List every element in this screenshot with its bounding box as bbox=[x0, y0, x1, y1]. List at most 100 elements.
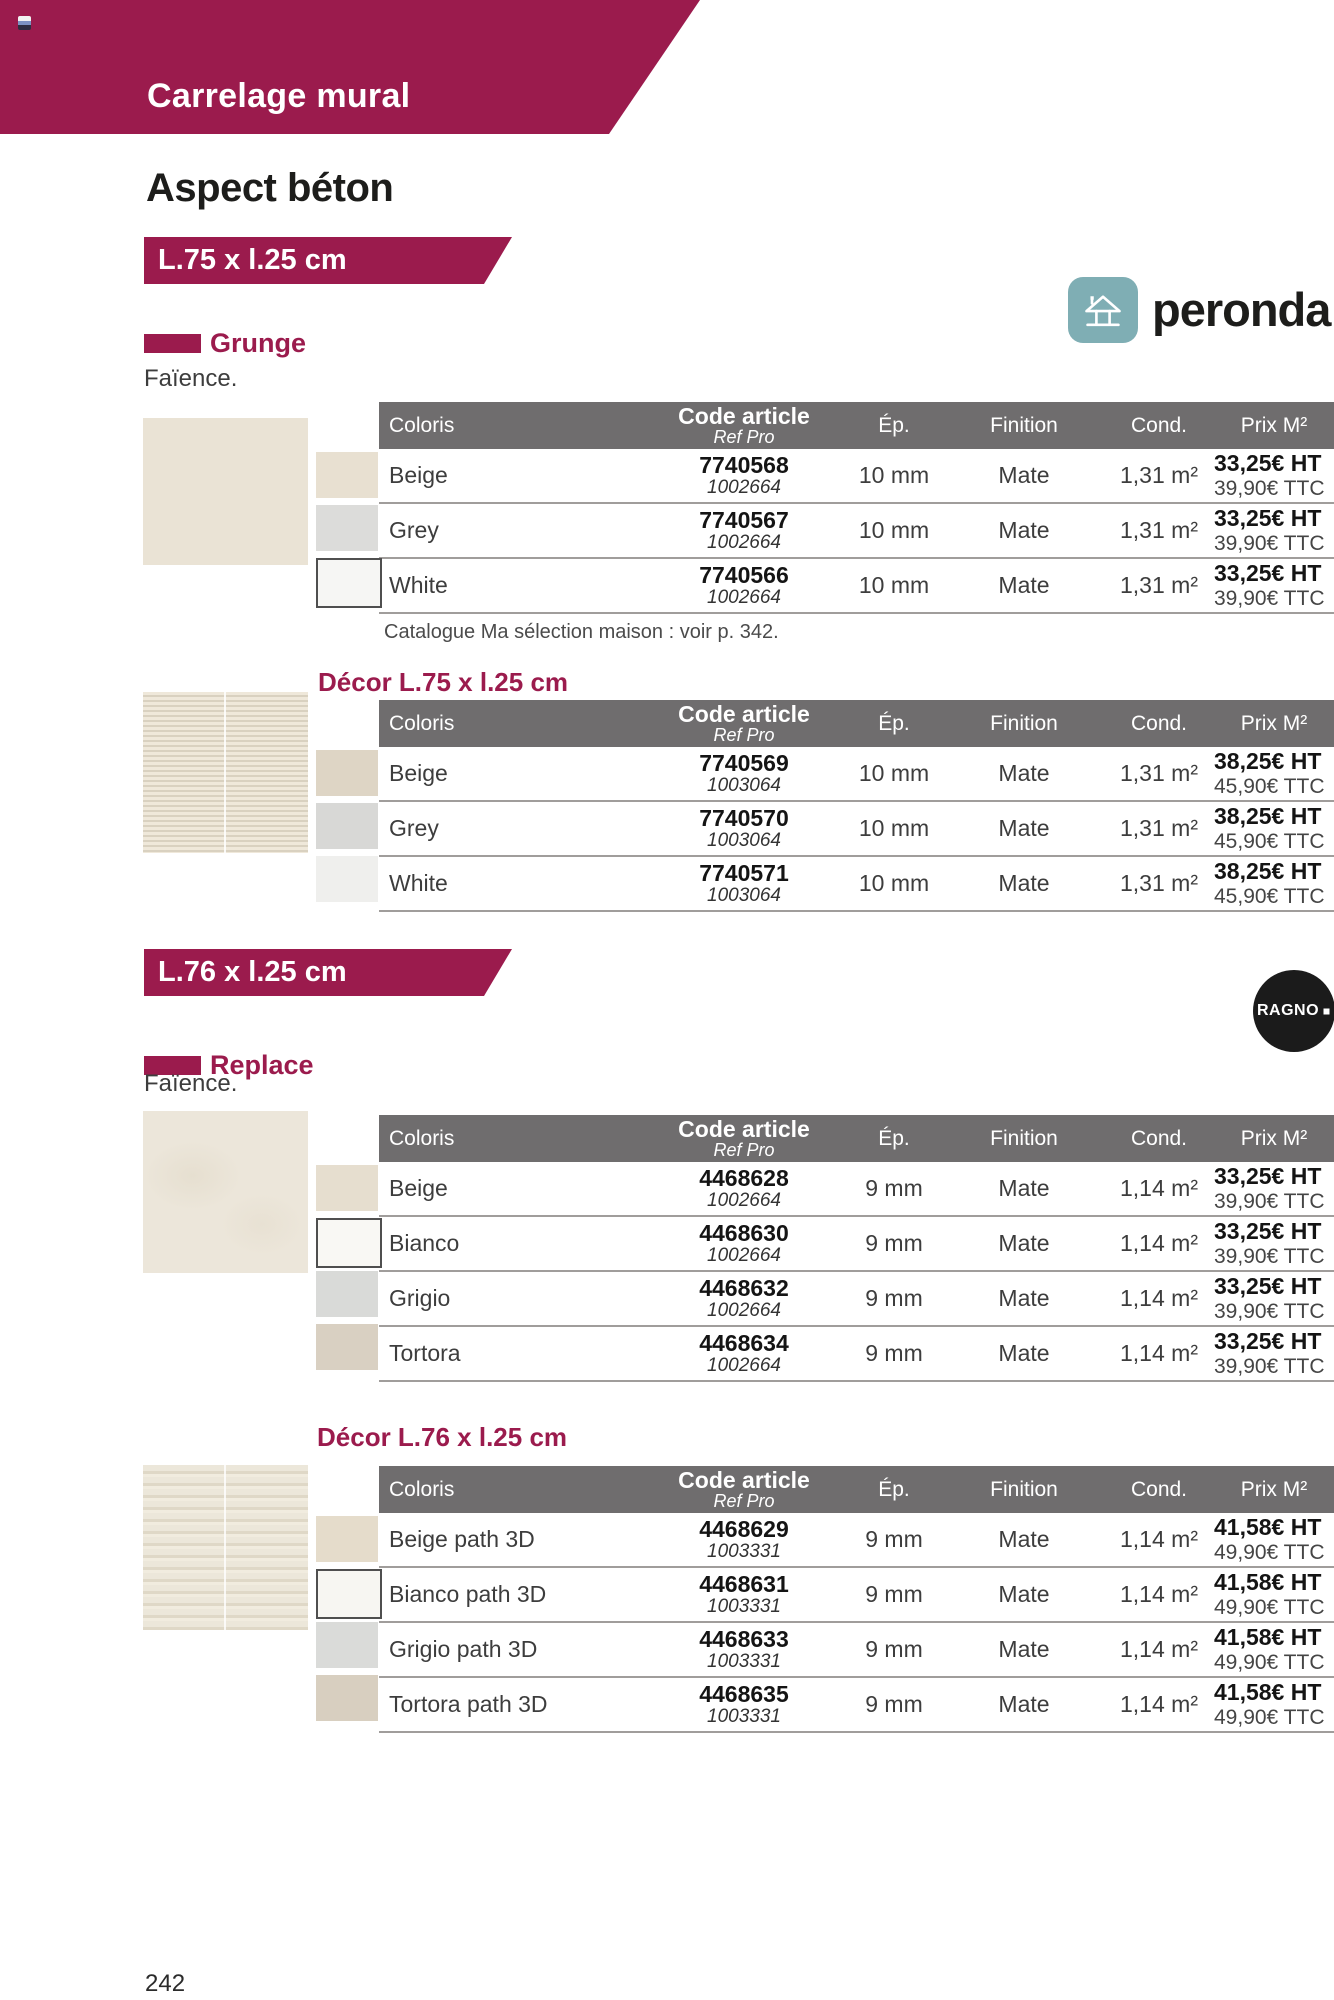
price-ttc: 39,90€ TTC bbox=[1214, 1244, 1325, 1268]
ref-pro: 1003331 bbox=[707, 1650, 781, 1672]
brand-peronda: peronda bbox=[1068, 277, 1331, 343]
cell-cond: 1,14 m² bbox=[1120, 1691, 1198, 1717]
col-header-prix: Prix M² bbox=[1240, 1477, 1308, 1501]
product-table-replace: Coloris Code article Ref Pro Ép. Finitio… bbox=[379, 1115, 1334, 1382]
cell-finition: Mate bbox=[998, 1285, 1050, 1311]
price-ht: 38,25€ HT bbox=[1214, 802, 1322, 829]
price-ttc: 39,90€ TTC bbox=[1214, 1354, 1325, 1378]
cell-cond: 1,14 m² bbox=[1120, 1285, 1198, 1311]
top-banner-title: Carrelage mural bbox=[147, 77, 411, 115]
code-article: 4468634 bbox=[699, 1329, 789, 1356]
col-header-coloris: Coloris bbox=[389, 1477, 455, 1501]
cell-coloris: Beige bbox=[389, 760, 448, 786]
ref-pro: 1003331 bbox=[707, 1595, 781, 1617]
cell-coloris: Beige bbox=[389, 462, 448, 488]
color-swatch bbox=[316, 856, 378, 902]
cell-prix: 41,58€ HT 49,90€ TTC bbox=[1214, 1679, 1334, 1729]
ref-pro: 1003064 bbox=[707, 829, 781, 851]
code-article: 4468635 bbox=[699, 1680, 789, 1707]
cell-ep: 9 mm bbox=[865, 1526, 923, 1552]
col-header-prix: Prix M² bbox=[1240, 413, 1308, 437]
product-table-grunge-decor: Coloris Code article Ref Pro Ép. Finitio… bbox=[379, 700, 1334, 912]
brand-ragno-label: RAGNO bbox=[1256, 1002, 1320, 1019]
color-swatch bbox=[316, 1165, 378, 1211]
table-row: Grey 7740567 1002664 10 mm Mate 1,31 m² 3… bbox=[379, 504, 1334, 559]
cell-code: 7740570 1003064 bbox=[644, 805, 844, 851]
col-header-coloris: Coloris bbox=[389, 711, 455, 735]
ref-pro: 1002664 bbox=[707, 531, 781, 553]
price-ht: 33,25€ HT bbox=[1214, 1162, 1322, 1189]
cell-coloris: Grigio bbox=[389, 1285, 451, 1311]
color-swatch bbox=[316, 1324, 378, 1370]
col-header-finition: Finition bbox=[990, 413, 1058, 437]
cell-code: 4468632 1002664 bbox=[644, 1275, 844, 1321]
cell-code: 4468630 1002664 bbox=[644, 1220, 844, 1266]
cell-finition: Mate bbox=[998, 760, 1050, 786]
series-name: Grunge bbox=[210, 327, 307, 358]
cell-finition: Mate bbox=[998, 1581, 1050, 1607]
ref-pro: 1003331 bbox=[707, 1705, 781, 1727]
cell-code: 4468629 1003331 bbox=[644, 1516, 844, 1562]
table-row: Grigio 4468632 1002664 9 mm Mate 1,14 m² … bbox=[379, 1272, 1334, 1327]
cell-ep: 9 mm bbox=[865, 1175, 923, 1201]
price-ttc: 49,90€ TTC bbox=[1214, 1540, 1325, 1564]
code-article: 7740571 bbox=[699, 859, 789, 886]
ref-pro: 1002664 bbox=[707, 1299, 781, 1321]
cell-prix: 33,25€ HT 39,90€ TTC bbox=[1214, 505, 1334, 555]
table-row: Grigio path 3D 4468633 1003331 9 mm Mate … bbox=[379, 1623, 1334, 1678]
ragno-mark-icon bbox=[1322, 1006, 1332, 1016]
color-swatch bbox=[316, 452, 378, 498]
col-header-cond: Cond. bbox=[1130, 711, 1188, 735]
ref-pro: 1003064 bbox=[707, 774, 781, 796]
product-photo-grunge bbox=[143, 418, 308, 565]
col-header-cond: Cond. bbox=[1130, 1477, 1188, 1501]
price-ttc: 39,90€ TTC bbox=[1214, 1299, 1325, 1323]
table-row: White 7740566 1002664 10 mm Mate 1,31 m² … bbox=[379, 559, 1334, 614]
cell-code: 4468631 1003331 bbox=[644, 1571, 844, 1617]
cell-finition: Mate bbox=[998, 1175, 1050, 1201]
code-article: 7740568 bbox=[699, 451, 789, 478]
col-header-ep: Ép. bbox=[878, 711, 910, 735]
cell-prix: 33,25€ HT 39,90€ TTC bbox=[1214, 450, 1334, 500]
color-swatch bbox=[316, 1622, 378, 1668]
col-header-ref-pro: Ref Pro bbox=[713, 725, 775, 746]
col-header-code: Code article Ref Pro bbox=[644, 1468, 844, 1511]
ref-pro: 1002664 bbox=[707, 1189, 781, 1211]
price-ttc: 39,90€ TTC bbox=[1214, 586, 1325, 610]
cell-coloris: Bianco path 3D bbox=[389, 1581, 547, 1607]
cell-coloris: White bbox=[389, 870, 448, 896]
cell-prix: 33,25€ HT 39,90€ TTC bbox=[1214, 1162, 1334, 1213]
product-photo-replace bbox=[143, 1111, 308, 1273]
cell-cond: 1,14 m² bbox=[1120, 1175, 1198, 1201]
series-label-replace: Replace bbox=[144, 1051, 314, 1078]
cell-cond: 1,31 m² bbox=[1120, 815, 1198, 841]
table-row: Tortora 4468634 1002664 9 mm Mate 1,14 m²… bbox=[379, 1327, 1334, 1382]
col-header-cond: Cond. bbox=[1130, 413, 1188, 437]
decor-title-l75: Décor L.75 x l.25 cm bbox=[318, 667, 569, 697]
cell-cond: 1,14 m² bbox=[1120, 1636, 1198, 1662]
cell-finition: Mate bbox=[998, 572, 1050, 598]
size-banner-l75: L.75 x l.25 cm bbox=[144, 237, 512, 284]
col-header-cond: Cond. bbox=[1130, 1126, 1188, 1150]
code-article: 7740566 bbox=[699, 561, 789, 588]
cell-ep: 10 mm bbox=[858, 760, 930, 786]
cell-ep: 9 mm bbox=[865, 1230, 923, 1256]
color-swatch bbox=[316, 558, 382, 608]
cell-coloris: White bbox=[389, 572, 448, 598]
product-photo-replace-decor bbox=[143, 1465, 308, 1630]
cell-cond: 1,31 m² bbox=[1120, 870, 1198, 896]
cell-cond: 1,31 m² bbox=[1120, 517, 1198, 543]
col-header-code: Code article Ref Pro bbox=[644, 1117, 844, 1160]
cell-prix: 38,25€ HT 45,90€ TTC bbox=[1214, 748, 1334, 798]
table-header-row: Coloris Code article Ref Pro Ép. Finitio… bbox=[379, 402, 1334, 449]
cell-prix: 41,58€ HT 49,90€ TTC bbox=[1214, 1624, 1334, 1674]
price-ht: 33,25€ HT bbox=[1214, 1327, 1322, 1354]
cell-code: 4468635 1003331 bbox=[644, 1680, 844, 1727]
product-table-grunge: Coloris Code article Ref Pro Ép. Finitio… bbox=[379, 402, 1334, 614]
size-banner-l76: L.76 x l.25 cm bbox=[144, 949, 512, 996]
cell-finition: Mate bbox=[998, 870, 1050, 896]
top-banner: Carrelage mural bbox=[0, 0, 700, 134]
col-header-ep: Ép. bbox=[878, 1477, 910, 1501]
catalogue-note: Catalogue Ma sélection maison : voir p. … bbox=[384, 621, 779, 643]
decor-title-l76: Décor L.76 x l.25 cm bbox=[317, 1422, 568, 1452]
